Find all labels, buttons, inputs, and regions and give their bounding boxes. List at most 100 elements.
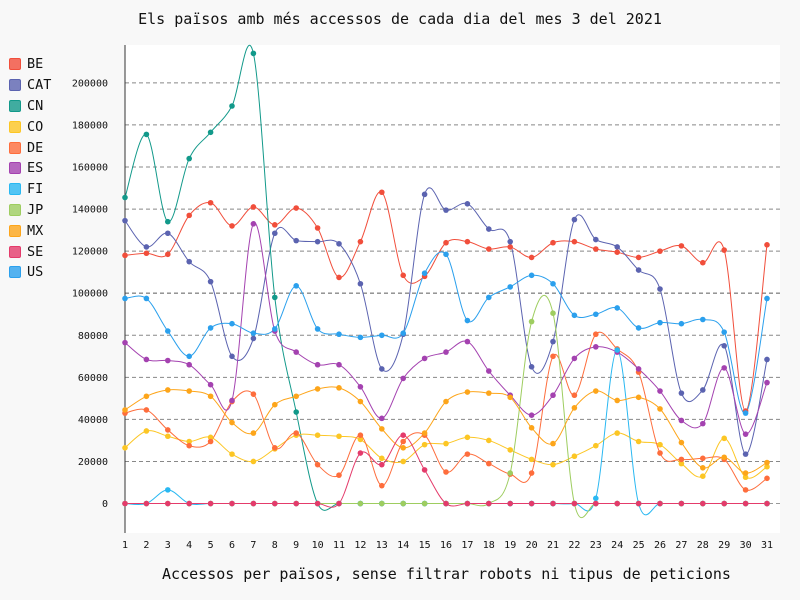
x-tick-label: 22 xyxy=(568,540,580,551)
data-point-co xyxy=(550,461,556,468)
data-point-se xyxy=(657,500,663,507)
x-tick-label: 4 xyxy=(186,540,192,551)
legend-item-fi[interactable]: FI xyxy=(9,179,51,200)
data-point-us xyxy=(357,334,364,341)
data-point-us xyxy=(421,270,428,277)
data-point-us xyxy=(507,284,513,290)
data-point-us xyxy=(379,332,385,339)
data-point-be xyxy=(550,239,556,246)
data-point-de xyxy=(186,442,192,449)
data-point-es xyxy=(143,356,150,363)
data-point-co xyxy=(700,473,706,480)
data-point-mx xyxy=(379,426,385,432)
data-point-se xyxy=(764,500,770,507)
x-tick-label: 7 xyxy=(250,540,256,551)
data-point-cat xyxy=(250,335,257,342)
x-tick-label: 26 xyxy=(654,540,666,551)
data-point-es xyxy=(486,368,492,374)
data-point-es xyxy=(528,412,535,419)
data-point-us xyxy=(635,325,642,331)
data-point-us xyxy=(186,353,192,360)
x-tick-label: 24 xyxy=(611,540,623,551)
legend-item-cn[interactable]: CN xyxy=(9,96,51,117)
data-point-co xyxy=(229,451,235,457)
data-point-fi xyxy=(165,487,171,493)
data-point-mx xyxy=(229,419,235,426)
y-tick-label: 120000 xyxy=(72,247,108,258)
data-point-cat xyxy=(507,238,513,245)
data-point-cat xyxy=(165,230,171,237)
x-tick-label: 11 xyxy=(333,540,345,551)
legend-item-us[interactable]: US xyxy=(9,262,51,283)
data-point-us xyxy=(657,319,663,326)
data-point-us xyxy=(314,326,321,332)
data-point-es xyxy=(293,349,300,355)
y-tick-label: 80000 xyxy=(78,331,108,342)
chart-title: Els països amb més accessos de cada dia … xyxy=(138,10,662,28)
x-tick-label: 21 xyxy=(547,540,559,551)
x-tick-label: 2 xyxy=(143,540,149,551)
legend-item-es[interactable]: ES xyxy=(9,158,51,179)
legend-label: DE xyxy=(27,139,44,156)
data-point-be xyxy=(207,199,214,206)
data-point-cn xyxy=(250,50,257,57)
x-tick-label: 12 xyxy=(354,540,366,551)
data-point-co xyxy=(721,435,727,442)
legend-label: CAT xyxy=(27,77,52,94)
data-point-mx xyxy=(357,398,364,405)
data-point-cat xyxy=(678,390,685,396)
chart-subtitle: Accessos per països, sense filtrar robot… xyxy=(162,565,731,583)
data-point-mx xyxy=(250,430,257,436)
y-tick-label: 40000 xyxy=(78,415,108,426)
data-point-us xyxy=(571,312,578,319)
data-point-se xyxy=(165,500,171,507)
data-point-cn xyxy=(186,155,192,162)
data-point-fi xyxy=(614,347,620,353)
data-point-se xyxy=(507,500,513,507)
x-tick-label: 29 xyxy=(718,540,730,551)
legend-item-co[interactable]: CO xyxy=(9,116,51,137)
data-point-cn xyxy=(165,218,171,225)
legend-item-be[interactable]: BE xyxy=(9,54,51,75)
legend-item-de[interactable]: DE xyxy=(9,137,51,158)
data-point-co xyxy=(657,441,663,448)
data-point-cat xyxy=(528,364,535,370)
legend-item-jp[interactable]: JP xyxy=(9,200,51,221)
data-point-es xyxy=(764,379,770,386)
data-point-es xyxy=(186,361,192,368)
data-point-cat xyxy=(143,244,150,250)
data-point-se xyxy=(486,500,492,507)
data-point-mx xyxy=(143,393,150,400)
data-point-cat xyxy=(571,216,578,223)
data-point-mx xyxy=(486,390,492,396)
data-point-be xyxy=(571,238,578,245)
y-tick-label: 20000 xyxy=(78,457,108,468)
data-point-be xyxy=(122,252,128,259)
data-point-co xyxy=(314,432,321,438)
data-point-jp xyxy=(357,500,364,507)
data-point-co xyxy=(421,441,428,448)
data-point-de xyxy=(464,451,471,457)
series-line-cat xyxy=(124,187,768,455)
legend-label: ES xyxy=(27,160,44,177)
data-point-se xyxy=(122,500,128,507)
data-point-co xyxy=(635,438,642,445)
data-point-se xyxy=(186,500,192,507)
legend-item-cat[interactable]: CAT xyxy=(9,75,51,96)
data-point-co xyxy=(528,456,535,463)
data-point-se xyxy=(571,500,578,507)
legend-swatch xyxy=(9,79,21,92)
legend-item-mx[interactable]: MX xyxy=(9,220,51,241)
data-point-cn xyxy=(143,131,150,138)
y-tick-label: 200000 xyxy=(72,78,108,89)
data-point-se xyxy=(421,467,428,473)
data-point-mx xyxy=(507,394,513,401)
data-point-co xyxy=(443,440,449,447)
data-point-cn xyxy=(207,129,214,136)
x-tick-label: 20 xyxy=(526,540,538,551)
data-point-mx xyxy=(700,464,706,471)
legend-swatch xyxy=(9,58,21,71)
legend-item-se[interactable]: SE xyxy=(9,241,51,262)
data-point-be xyxy=(614,249,620,255)
data-point-co xyxy=(207,434,214,441)
